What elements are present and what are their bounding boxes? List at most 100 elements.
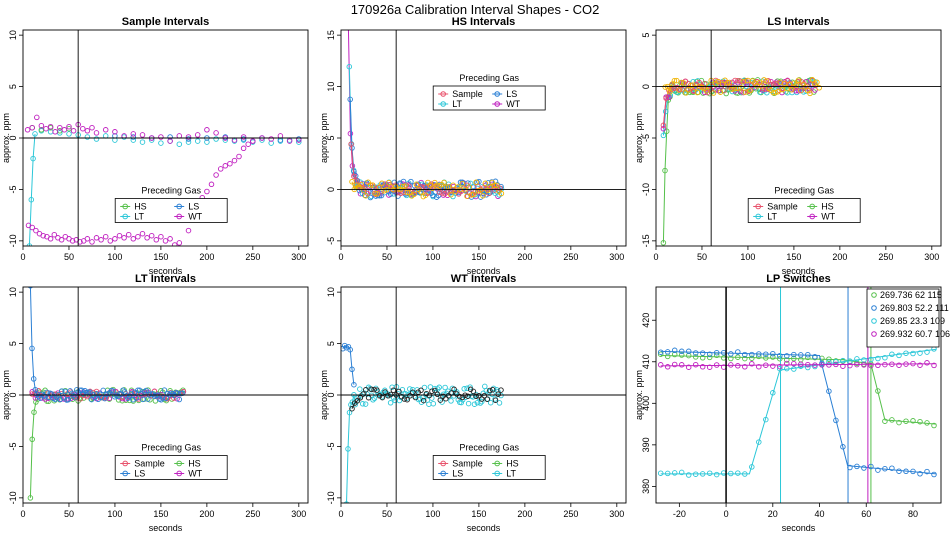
data-point-LT [176,141,183,147]
data-point-extra [448,191,454,198]
data-point-Sample [732,77,738,84]
x-tick-label: -20 [673,509,686,519]
data-point [784,365,790,372]
plot-area [341,342,504,503]
data-point-LS [32,386,39,393]
data-point [840,444,846,450]
data-point-LT [436,384,442,391]
y-tick-label: 10 [8,30,18,40]
data-point-extra [673,77,680,84]
data-point [868,463,874,470]
y-tick-label: 0 [8,392,18,397]
data-point-Sample [663,95,669,101]
data-point-dark [498,387,504,393]
legend-title: Preceding Gas [774,185,834,195]
data-point [713,362,720,368]
legend-label: LT [506,468,516,478]
data-point-extra [680,80,687,86]
data-point-LT [498,392,504,399]
data-point-LS [112,394,118,400]
plot-frame [340,286,627,504]
data-point-dark [360,391,366,397]
data-point-WT [795,88,802,94]
y-tick-label: -10 [326,491,336,504]
x-tick-label: 0 [20,509,25,519]
data-point-LS [143,387,149,394]
data-point-WT [268,136,274,142]
y-tick-label: 0 [8,135,18,140]
legend-marker [176,470,182,477]
data-point-LT [371,395,378,402]
x-tick-label: 0 [653,252,658,262]
data-point-dark [437,397,444,403]
data-point-LT [465,400,472,407]
data-point [678,348,685,355]
data-point-WT [158,134,164,140]
legend-marker [176,203,182,210]
data-point-WT [98,237,104,243]
data-point-Sample [398,190,404,197]
data-point [749,361,755,367]
data-point-LS [179,390,186,396]
y-tick-label: 5 [326,135,336,140]
plot-frame [655,286,942,504]
x-tick-label: 0 [724,509,729,519]
data-point-WT [144,235,150,241]
data-point [749,351,755,358]
data-point-WT [231,157,238,164]
y-tick-label: 410 [641,354,651,369]
data-point-LS [120,387,126,393]
legend-marker [122,213,128,220]
data-point-LT [194,138,201,144]
data-point-extra [475,188,482,194]
data-point-WT [93,130,100,136]
data-point-WT [80,125,86,132]
data-point-LT [84,134,91,140]
data-point [889,465,895,471]
data-point [692,350,699,356]
y-tick-label: -10 [641,183,651,196]
data-point-extra [461,187,468,193]
data-point-WT [245,141,251,147]
data-point-Sample [439,190,445,196]
x-tick-label: 200 [517,252,532,262]
data-point-WT [240,134,247,140]
data-point-WT [107,238,114,244]
data-point [657,470,664,476]
x-tick-label: 200 [199,252,214,262]
data-point-dark [404,396,410,403]
data-point-LT [213,136,219,142]
legend-label: 269.932 60.7 106 [880,329,950,339]
data-point-HS [29,436,35,443]
data-point-extra [379,180,385,187]
data-point-LT [461,386,467,392]
data-point-dark [420,397,427,404]
data-point-WT [69,238,76,244]
legend-label: LT [134,211,144,221]
data-point-LS [400,178,407,185]
data-point [735,470,741,476]
data-point-WT [125,231,132,238]
data-point-extra [798,87,804,94]
data-point-dark [465,393,471,399]
data-point-Sample [58,390,64,397]
data-point-LT [426,401,432,407]
data-point-WT [29,124,35,131]
legend-label: Sample [452,89,483,99]
data-point-LS [476,178,482,185]
data-point-WT [47,236,54,242]
data-point-WT [185,227,192,234]
data-point-dark [432,387,438,394]
data-point-Sample [737,78,744,85]
data-point [706,364,713,370]
data-point-Sample [776,87,782,93]
data-point-LS [135,387,141,393]
data-point-LT [387,400,394,406]
data-point [805,351,811,358]
data-point [784,360,790,367]
data-point [882,354,888,361]
data-point [847,362,853,369]
data-point-extra [662,84,668,90]
data-point [671,470,678,476]
